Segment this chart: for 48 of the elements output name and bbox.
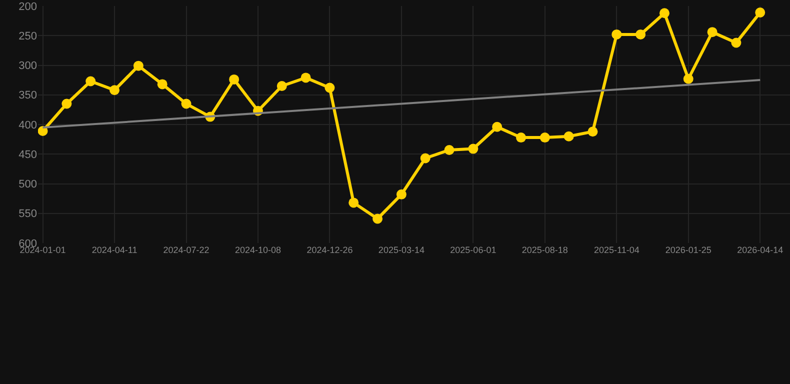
point xyxy=(516,132,526,143)
point xyxy=(110,85,120,96)
point xyxy=(420,153,430,164)
y-tick-label: 250 xyxy=(18,30,37,42)
point xyxy=(636,29,646,40)
point xyxy=(86,76,96,86)
point xyxy=(62,98,72,109)
y-tick-label: 450 xyxy=(18,148,37,161)
y-tick-label: 400 xyxy=(18,119,37,132)
y-tick-label: 200 xyxy=(18,0,37,13)
x-tick-label: 2024-10-08 xyxy=(234,245,282,255)
point xyxy=(731,38,742,48)
y-tick-label: 500 xyxy=(18,178,37,191)
point xyxy=(133,60,144,71)
point xyxy=(444,144,454,155)
point xyxy=(181,98,192,109)
x-tick-label: 2024-04-11 xyxy=(92,245,138,255)
x-tick-label: 2024-01-01 xyxy=(20,245,66,255)
point xyxy=(612,29,622,40)
point xyxy=(588,126,598,137)
x-tick-label: 2025-08-18 xyxy=(522,245,568,255)
y-tick-label: 550 xyxy=(18,208,37,220)
point xyxy=(348,198,359,208)
point xyxy=(564,131,574,142)
x-tick-label: 2025-06-01 xyxy=(450,245,496,255)
point xyxy=(324,82,335,93)
point xyxy=(372,214,383,224)
x-tick-label: 2026-01-25 xyxy=(665,245,712,255)
y-tick-label: 300 xyxy=(18,60,37,72)
x-tick-label: 2024-12-26 xyxy=(306,245,353,255)
x-tick-label: 2025-03-14 xyxy=(378,245,424,255)
x-tick-label: 2025-11-04 xyxy=(594,245,640,255)
point xyxy=(276,80,287,91)
point xyxy=(396,189,406,200)
point xyxy=(468,144,478,154)
point xyxy=(540,132,550,143)
point xyxy=(492,122,502,132)
y-tick-label: 350 xyxy=(18,90,37,102)
point xyxy=(157,79,168,90)
point xyxy=(38,126,48,136)
point xyxy=(707,27,718,38)
point xyxy=(300,72,311,83)
point xyxy=(659,8,670,18)
point xyxy=(755,8,766,18)
point xyxy=(229,74,240,84)
point xyxy=(683,74,694,84)
x-tick-label: 2026-04-14 xyxy=(737,245,784,255)
x-tick-label: 2024-07-22 xyxy=(163,245,210,255)
